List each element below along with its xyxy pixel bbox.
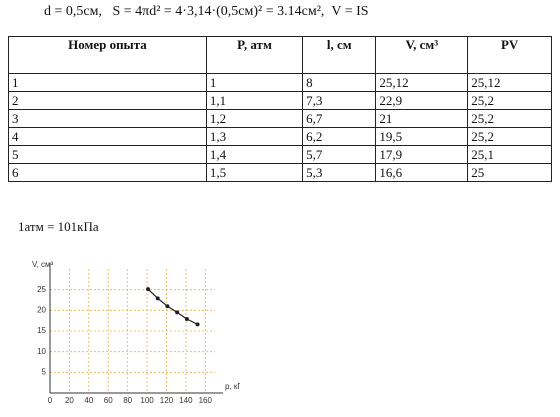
table-cell: 1,2: [205, 109, 304, 128]
x-tick-label: 0: [48, 396, 53, 405]
table-cell: 25,2: [467, 109, 552, 128]
column-header: l, см: [302, 36, 377, 74]
table-row: 2 1,1 7,3 22,9 25,2: [8, 91, 552, 110]
table-row: 1 1 8 25,12 25,12: [8, 73, 552, 92]
table-cell: 8: [302, 73, 377, 92]
table-row: 5 1,4 5,7 17,9 25,1: [8, 145, 552, 164]
data-point: [146, 287, 151, 292]
table-cell: 25,2: [467, 127, 552, 146]
y-axis-label: V, см³: [32, 260, 54, 269]
table-cell: 1: [8, 73, 207, 92]
x-tick-label: 140: [179, 396, 193, 405]
table-cell: 25,2: [467, 91, 552, 110]
table-cell: 25,1: [467, 145, 552, 164]
chart: 0 20 40 60 80 100 120 140 160 5 10 15 20 25 V, см³ p, к…: [32, 260, 240, 405]
table-cell: 4: [8, 127, 207, 146]
column-header: Номер опыта: [8, 36, 207, 74]
column-header: P, атм: [205, 36, 304, 74]
y-tick-label: 10: [37, 347, 46, 356]
table-cell: 25: [467, 163, 552, 182]
table-cell: 25,12: [467, 73, 552, 92]
table-cell: 21: [375, 109, 469, 128]
table-cell: 19,5: [375, 127, 469, 146]
data-table: Номер опыта P, атм l, см V, см³ PV 1 1 8 25,12 2…: [8, 36, 552, 182]
table-cell: 1,1: [205, 91, 304, 110]
x-tick-label: 120: [160, 396, 174, 405]
y-tick-label: 20: [37, 305, 46, 314]
table-cell: 6,2: [302, 127, 377, 146]
x-tick-label: 80: [123, 396, 132, 405]
x-tick-label: 160: [199, 396, 213, 405]
note: 1атм = 101кПа: [18, 219, 99, 234]
table-cell: 7,3: [302, 91, 377, 110]
y-tick-label: 25: [37, 285, 46, 294]
table-cell: 1: [205, 73, 304, 92]
column-header: PV: [467, 36, 552, 74]
trend-line: [147, 288, 198, 325]
column-header: V, см³: [375, 36, 469, 74]
table-row: 6 1,5 5,3 16,6 25: [8, 163, 552, 182]
table-cell: 2: [8, 91, 207, 110]
table-cell: 1,5: [205, 163, 304, 182]
data-point: [175, 310, 180, 315]
x-tick-label: 20: [65, 396, 74, 405]
y-tick-label: 15: [37, 326, 46, 335]
table-cell: 3: [8, 109, 207, 128]
table-cell: 17,9: [375, 145, 469, 164]
table-cell: 25,12: [375, 73, 469, 92]
data-point: [155, 296, 160, 301]
table-cell: 5,3: [302, 163, 377, 182]
data-point: [195, 322, 200, 327]
table-cell: 6,7: [302, 109, 377, 128]
x-axis-label: p, кПа: [225, 382, 240, 391]
table-cell: 1,4: [205, 145, 304, 164]
table-cell: 1,3: [205, 127, 304, 146]
x-tick-label: 60: [104, 396, 113, 405]
x-tick-label: 100: [140, 396, 154, 405]
table-cell: 6: [8, 163, 207, 182]
table-cell: 5: [8, 145, 207, 164]
table-cell: 16,6: [375, 163, 469, 182]
formula: d = 0,5см, S = 4πd² = 4·3,14·(0,5см)² = …: [44, 4, 369, 19]
table-row: 3 1,2 6,7 21 25,2: [8, 109, 552, 128]
table-row: 4 1,3 6,2 19,5 25,2: [8, 127, 552, 146]
x-tick-label: 40: [84, 396, 93, 405]
table-cell: 5,7: [302, 145, 377, 164]
data-point: [184, 317, 189, 322]
table-cell: 22,9: [375, 91, 469, 110]
data-point: [165, 304, 170, 309]
y-tick-label: 5: [42, 367, 47, 376]
